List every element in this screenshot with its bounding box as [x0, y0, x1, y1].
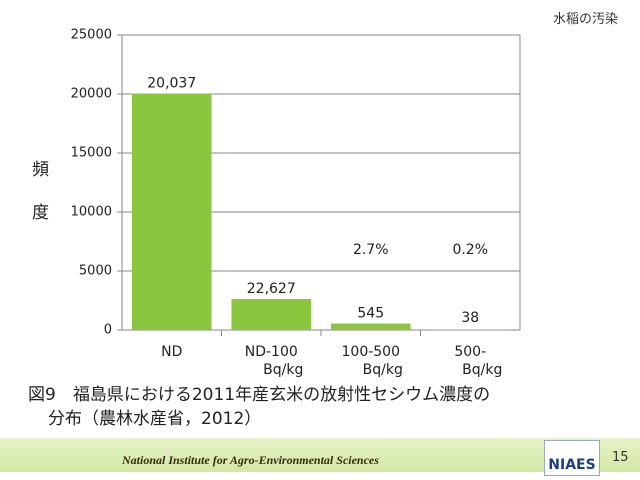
percent-label: 2.7% — [353, 242, 389, 258]
y-tick-label: 15000 — [71, 146, 112, 161]
y-tick-label: 5000 — [79, 264, 112, 279]
chart: 0 5000 10000 15000 20000 25000 ND 20,037 ND-100 B… — [71, 28, 521, 378]
x-tick-label: ND — [161, 344, 182, 360]
bar-label: 22,627 — [247, 281, 296, 297]
bar-label: 38 — [461, 310, 479, 326]
bar — [131, 93, 212, 330]
x-tick-label: Bq/kg — [263, 362, 303, 378]
x-tick-label: 100-500 — [342, 344, 401, 360]
x-tick-label: 500- — [454, 344, 486, 360]
bar — [231, 299, 312, 330]
x-tick-label: Bq/kg — [462, 362, 502, 378]
y-tick-label: 0 — [104, 323, 112, 338]
logo-text: NIAES — [548, 457, 596, 473]
section-title: 水稲の汚染 — [552, 12, 618, 27]
y-tick-label: 20000 — [71, 87, 112, 102]
page-number: 15 — [612, 450, 629, 465]
percent-label: 0.2% — [452, 242, 488, 258]
y-tick-label: 25000 — [71, 28, 112, 43]
y-tick-label: 10000 — [71, 205, 112, 220]
logo-box: NIAES — [544, 440, 600, 476]
caption-line: 分布（農林水産省，2012） — [48, 409, 262, 429]
caption-line: 図9 福島県における2011年産玄米の放射性セシウム濃度の — [28, 385, 491, 405]
x-tick-label: ND-100 — [245, 344, 298, 360]
footer-band — [0, 438, 640, 472]
caption: 図9 福島県における2011年産玄米の放射性セシウム濃度の 分布（農林水産省，2… — [28, 383, 490, 431]
institute-name: National Institute for Agro-Environmenta… — [122, 453, 379, 467]
y-axis-label: 頻度 — [28, 160, 48, 246]
bar — [330, 323, 411, 330]
bar-label: 20,037 — [147, 76, 196, 92]
bar-label: 545 — [357, 306, 384, 322]
x-tick-label: Bq/kg — [363, 362, 403, 378]
